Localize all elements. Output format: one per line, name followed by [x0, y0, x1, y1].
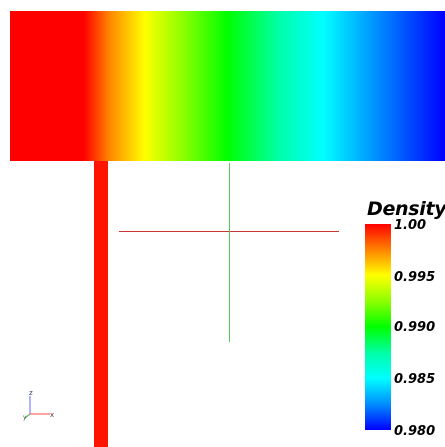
- y-axis-label: y: [23, 414, 27, 421]
- x-axis-label: x: [50, 411, 54, 419]
- density-field-top-region: [10, 11, 445, 161]
- legend-tick-label: 0.995: [394, 270, 436, 285]
- density-field-stem-region: [94, 161, 108, 447]
- probe-line-vertical[interactable]: [229, 163, 230, 342]
- legend-title: Density: [367, 198, 445, 220]
- legend-tick-label: 0.990: [394, 320, 436, 335]
- z-axis-label: z: [29, 389, 33, 397]
- legend-tick-label: 0.980: [394, 424, 436, 439]
- xyz-axes-icon: z y x: [23, 389, 54, 421]
- legend-tick-label: 1.00: [394, 218, 427, 233]
- y-axis-line: [24, 413, 31, 419]
- scalar-colorbar[interactable]: [365, 224, 391, 430]
- legend-tick-label: 0.985: [394, 372, 436, 387]
